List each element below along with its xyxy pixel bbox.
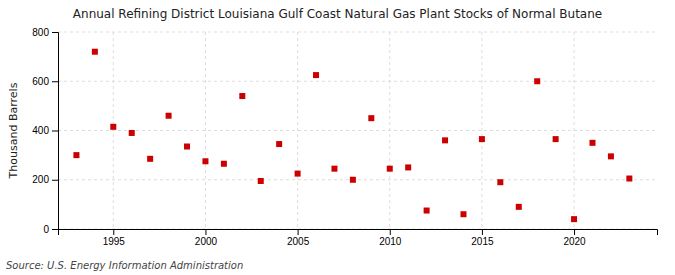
tick-label: 600 <box>32 76 49 87</box>
tick-mark <box>298 229 299 235</box>
point <box>387 166 393 172</box>
point <box>405 164 411 170</box>
tick: 600 <box>32 76 58 87</box>
point <box>221 161 227 167</box>
grid-line-y <box>58 81 657 82</box>
tick-mark <box>52 81 58 82</box>
point <box>331 166 337 172</box>
point <box>202 158 208 164</box>
tick: 2000 <box>195 229 218 247</box>
tick: 2015 <box>471 229 494 247</box>
tick: 800 <box>32 27 58 38</box>
point <box>129 130 135 136</box>
tick-label: 2005 <box>287 236 310 247</box>
tick-label: 800 <box>32 27 49 38</box>
point <box>147 156 153 162</box>
tick: 0 <box>43 224 58 235</box>
tick-label: 2000 <box>195 236 218 247</box>
point <box>460 211 466 217</box>
point <box>589 140 595 146</box>
tick: 1995 <box>103 229 126 247</box>
tick-label: 200 <box>32 174 49 185</box>
tick: 2005 <box>287 229 310 247</box>
tick-label: 2010 <box>379 236 402 247</box>
tick-label: 0 <box>43 224 49 235</box>
y-axis: 0 200 400 600 800 <box>32 27 58 235</box>
tick-mark <box>574 229 575 235</box>
point <box>239 93 245 99</box>
tick: 2010 <box>379 229 402 247</box>
tick-mark <box>205 229 206 235</box>
tick-mark <box>52 32 58 33</box>
tick-mark <box>482 229 483 235</box>
point <box>276 141 282 147</box>
chart: 1995 2000 2005 2010 2015 2020 0 200 400 600 800 Ann… <box>0 0 675 275</box>
tick-mark <box>52 229 58 230</box>
point <box>534 78 540 84</box>
x-axis: 1995 2000 2005 2010 2015 2020 <box>59 229 658 247</box>
grid <box>58 32 657 229</box>
point <box>184 144 190 150</box>
grid-line-x <box>481 32 482 229</box>
point <box>424 208 430 214</box>
tick-label: 1995 <box>103 236 126 247</box>
tick-label: 2020 <box>563 236 586 247</box>
grid-line-x <box>205 32 206 229</box>
point <box>626 176 632 182</box>
plot-area: 1995 2000 2005 2010 2015 2020 0 200 400 600 800 <box>32 27 657 247</box>
tick-mark <box>52 131 58 132</box>
tick-mark <box>113 229 114 235</box>
point <box>516 204 522 210</box>
tick-mark <box>390 229 391 235</box>
point <box>166 113 172 119</box>
points <box>73 49 632 222</box>
point <box>608 153 614 159</box>
grid-line-y <box>58 130 657 131</box>
point <box>313 72 319 78</box>
point <box>442 137 448 143</box>
grid-line-x <box>297 32 298 229</box>
point <box>73 152 79 158</box>
grid-line-y <box>58 179 657 180</box>
tick: 400 <box>32 125 58 136</box>
point <box>295 171 301 177</box>
title: Annual Refining District Louisiana Gulf … <box>73 7 602 21</box>
point <box>368 115 374 121</box>
axis-line <box>52 33 59 230</box>
point <box>479 136 485 142</box>
point <box>571 216 577 222</box>
tick-label: 2015 <box>471 236 494 247</box>
point <box>110 124 116 130</box>
axis-line <box>59 230 658 236</box>
source-note: Source: U.S. Energy Information Administ… <box>6 260 243 271</box>
point <box>350 177 356 183</box>
tick-label: 400 <box>32 125 49 136</box>
point <box>92 49 98 55</box>
y-axis-title: Thousand Barrels <box>7 82 20 179</box>
point <box>258 178 264 184</box>
grid-line-y <box>58 32 657 33</box>
point <box>497 179 503 185</box>
tick: 200 <box>32 174 58 185</box>
tick-mark <box>52 180 58 181</box>
point <box>553 136 559 142</box>
tick: 2020 <box>563 229 586 247</box>
